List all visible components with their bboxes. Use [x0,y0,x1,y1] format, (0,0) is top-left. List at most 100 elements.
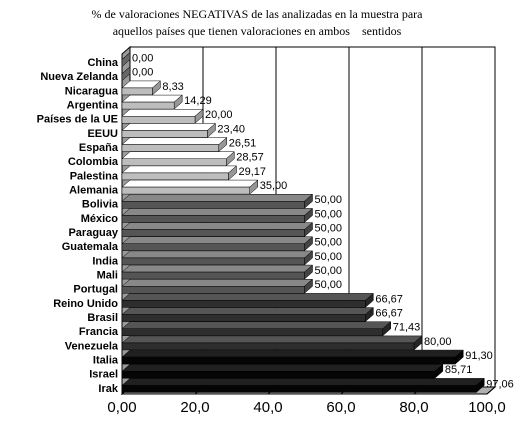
bar-top [121,236,314,244]
value-label: 80,00 [424,336,452,348]
bar-side [121,52,131,68]
value-label: 0,00 [132,67,153,79]
value-label: 0,00 [132,52,153,64]
bar [121,385,477,393]
category-label: Guatemala [62,241,119,253]
x-tick-label: 20,0 [180,399,209,416]
value-label: 91,30 [465,350,493,362]
x-tick-label: 100,0 [468,399,506,416]
x-tick-label: 40,0 [253,399,282,416]
bar-top [121,94,183,103]
x-tick-label: 0,00 [107,399,136,416]
bar-top [121,165,238,174]
value-label: 85,71 [445,364,473,376]
value-label: 14,29 [184,95,212,107]
value-label: 66,67 [375,307,403,319]
value-label: 50,00 [315,237,343,249]
bar [121,271,305,280]
category-label: México [81,213,119,225]
bar-top [121,335,423,344]
category-label: Nueva Zelanda [40,71,119,83]
bar-top [121,208,314,216]
category-label: Paraguay [68,227,118,239]
bar-top [121,349,464,358]
value-label: 50,00 [315,194,343,206]
category-label: Francia [79,326,119,338]
category-label: China [87,57,118,69]
bar [121,144,220,152]
bar-top [121,222,314,230]
category-label: Alemania [69,184,119,196]
category-label: Irak [98,383,118,395]
x-tick-label: 80,0 [399,399,428,416]
bar [121,186,250,195]
category-label: Argentina [67,99,119,111]
category-label: EEUU [87,128,118,140]
value-label: 50,00 [315,222,343,234]
bar-top [121,151,235,159]
category-label: Colombia [68,156,119,168]
bar [121,243,305,251]
bar [121,371,436,379]
category-label: España [79,142,119,154]
bar [121,342,415,351]
value-label: 8,33 [162,81,183,93]
bar [121,101,175,110]
value-label: 20,00 [205,109,233,121]
chart-title: % de valoraciones NEGATIVAS de las anali… [92,7,424,21]
category-label: Palestina [70,170,119,182]
bar [121,172,229,181]
x-tick-label: 60,0 [326,399,355,416]
category-label: Reino Unido [53,298,118,310]
bar-top [121,194,314,202]
category-label: Nicaragua [65,85,119,97]
category-label: Bolivia [82,199,119,211]
value-label: 97,06 [486,378,514,390]
value-label: 50,00 [315,251,343,263]
value-label: 50,00 [315,208,343,220]
category-label: Mali [97,269,118,281]
bar-top [121,123,217,131]
bar-top [121,264,314,273]
bar-top [121,109,204,117]
category-label: Italia [93,354,119,366]
value-label: 26,51 [229,137,257,149]
chart-title: aquellos países que tienen valoraciones … [113,24,402,38]
category-label: Portugal [73,284,118,296]
bar [121,229,305,237]
bar [121,158,227,166]
bar [121,215,305,223]
value-label: 23,40 [217,123,245,135]
category-label: Venezuela [65,340,119,352]
category-label: India [92,255,119,267]
value-label: 28,57 [236,152,264,164]
bar [121,130,208,138]
bar-top [121,364,444,372]
bar [121,257,305,266]
bar-top [121,293,375,301]
bar [121,286,305,294]
bar-top [121,321,392,329]
bar-top [121,179,259,188]
category-label: Brasil [87,312,118,324]
value-label: 35,00 [260,180,288,192]
bar-top [121,279,314,287]
bar [121,201,305,209]
value-label: 66,67 [375,293,403,305]
bar-side [121,66,131,82]
value-label: 29,17 [238,166,266,178]
bar [121,116,196,124]
bar-top [121,307,375,315]
bar-top [121,378,485,386]
bar [121,314,366,322]
value-label: 71,43 [393,322,421,334]
category-label: Países de la UE [37,114,118,126]
tick-mark [486,386,496,395]
value-label: 50,00 [315,279,343,291]
value-label: 50,00 [315,265,343,277]
bar-top [121,137,228,145]
bar [121,328,383,336]
bar [121,87,153,96]
bar-top [121,250,314,259]
